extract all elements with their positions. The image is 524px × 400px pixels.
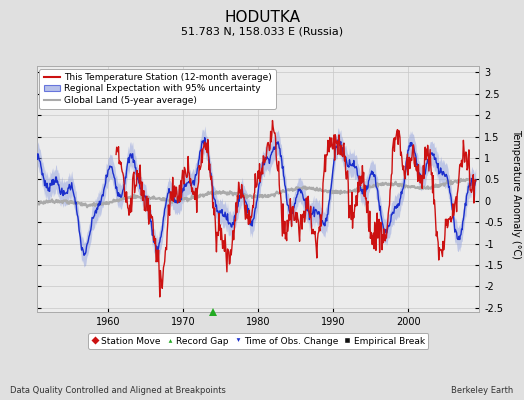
Legend: This Temperature Station (12-month average), Regional Expectation with 95% uncer: This Temperature Station (12-month avera… [39, 69, 276, 109]
Text: 51.783 N, 158.033 E (Russia): 51.783 N, 158.033 E (Russia) [181, 26, 343, 36]
Text: HODUTKA: HODUTKA [224, 10, 300, 25]
Legend: Station Move, Record Gap, Time of Obs. Change, Empirical Break: Station Move, Record Gap, Time of Obs. C… [88, 333, 429, 349]
Text: Data Quality Controlled and Aligned at Breakpoints: Data Quality Controlled and Aligned at B… [10, 386, 226, 395]
Text: Berkeley Earth: Berkeley Earth [451, 386, 514, 395]
Text: Temperature Anomaly (°C): Temperature Anomaly (°C) [511, 129, 521, 259]
